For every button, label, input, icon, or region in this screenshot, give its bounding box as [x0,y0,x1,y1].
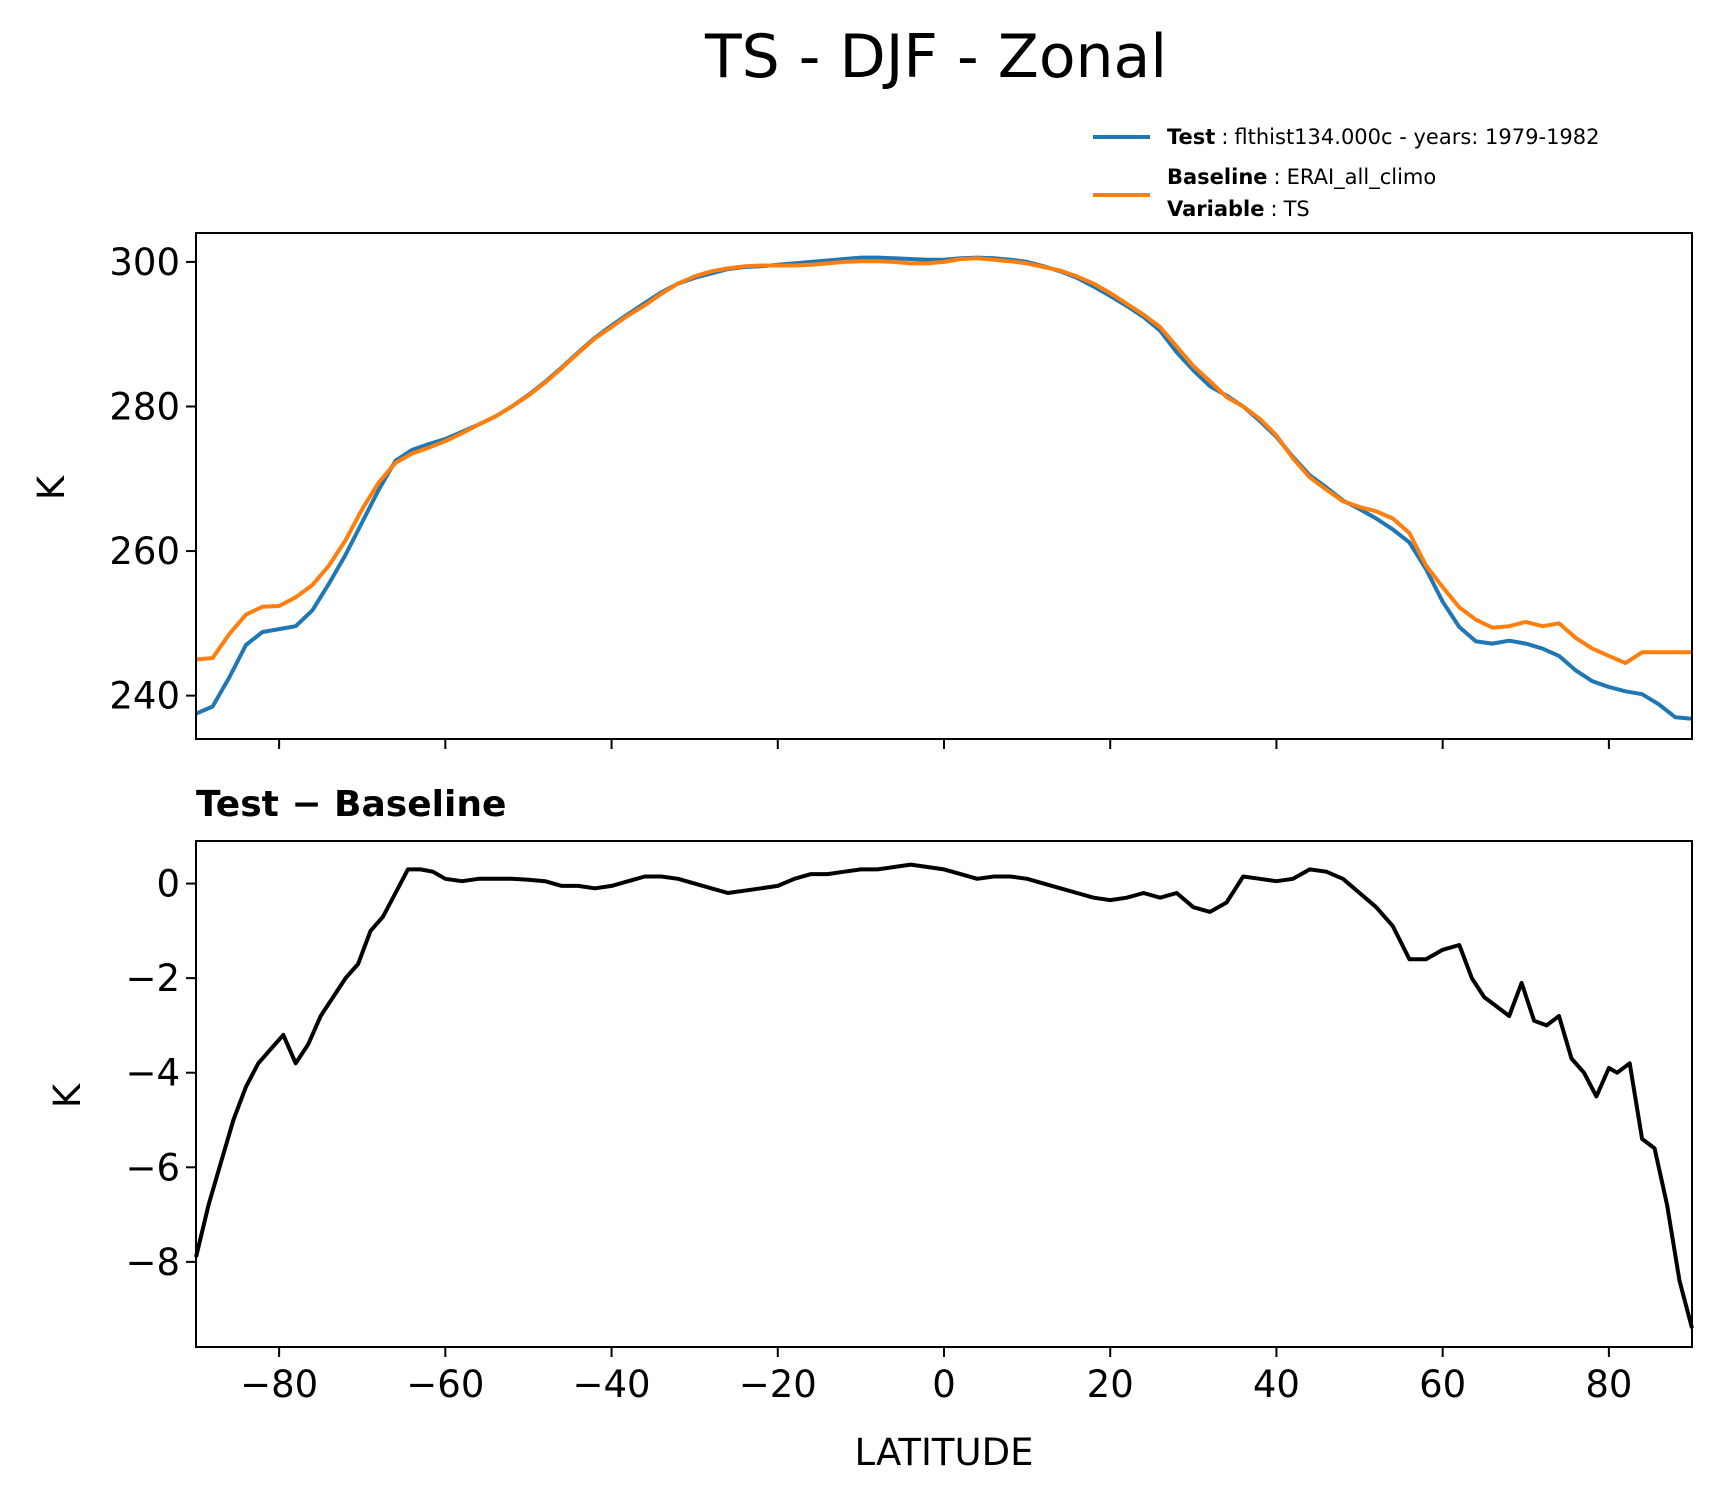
legend-variable-bold: Variable [1167,197,1264,221]
x-tick-label: −60 [406,1363,484,1406]
legend: Test: flthist134.000c - years: 1979-1982 … [1093,125,1600,221]
x-tick-label: −20 [739,1363,817,1406]
series-line-test-baseline [194,862,1694,1329]
x-tick-label: −80 [240,1363,318,1406]
y-tick-label: 300 [109,241,180,284]
x-tick-label: 20 [1087,1363,1134,1406]
top-panel: 240 260 280 300 K [30,232,1693,749]
bottom-y-axis-label: K [46,1082,89,1108]
bottom-series-lines [194,862,1694,1329]
legend-baseline-label: Baseline: ERAI_all_climo [1167,165,1436,190]
y-tick-label: 280 [109,385,180,428]
legend-variable-text: TS [1283,197,1310,221]
bottom-panel: Test − Baseline −8−6−4−20 −80 −60 −40 −20 0 2… [46,784,1694,1474]
top-plot-frame [195,232,1693,740]
figure-title: TS - DJF - Zonal [704,22,1167,92]
x-tick-label: 0 [932,1363,956,1406]
legend-baseline-sep: : [1274,165,1281,189]
series-line-test [195,255,1693,721]
legend-test-text: flthist134.000c - years: 1979-1982 [1234,125,1599,149]
bottom-panel-title: Test − Baseline [196,784,506,825]
y-tick-label: −6 [125,1146,180,1189]
x-tick-label: 80 [1585,1363,1632,1406]
legend-test-bold: Test [1167,125,1215,149]
y-tick-label: −4 [125,1052,180,1095]
legend-variable-sep: : [1270,197,1277,221]
legend-baseline-bold: Baseline [1167,165,1268,189]
y-tick-label: −8 [125,1241,180,1284]
y-tick-label: 240 [109,675,180,718]
bottom-x-ticks: −80 −60 −40 −20 0 20 40 60 80 [240,1347,1632,1406]
legend-variable-label: Variable: TS [1167,197,1310,221]
legend-test-label: Test: flthist134.000c - years: 1979-1982 [1167,125,1600,149]
x-tick-label: −40 [573,1363,651,1406]
top-y-ticks: 240 260 280 300 [109,241,196,718]
y-tick-label: 260 [109,530,180,573]
y-tick-label: −2 [125,957,180,1000]
legend-baseline-text: ERAI_all_climo [1287,165,1437,190]
bottom-plot-frame [195,840,1693,1348]
x-tick-label: 40 [1253,1363,1300,1406]
x-tick-label: 60 [1419,1363,1466,1406]
legend-test-sep: : [1221,125,1228,149]
series-line-baseline [195,256,1692,666]
bottom-y-ticks: −8 −6 −4 −2 0 [125,863,196,1284]
y-tick-label: 0 [156,863,180,906]
top-x-ticks [278,739,1610,749]
top-series-lines [195,255,1693,721]
top-y-axis-label: K [30,474,73,500]
x-axis-label: LATITUDE [855,1431,1034,1474]
